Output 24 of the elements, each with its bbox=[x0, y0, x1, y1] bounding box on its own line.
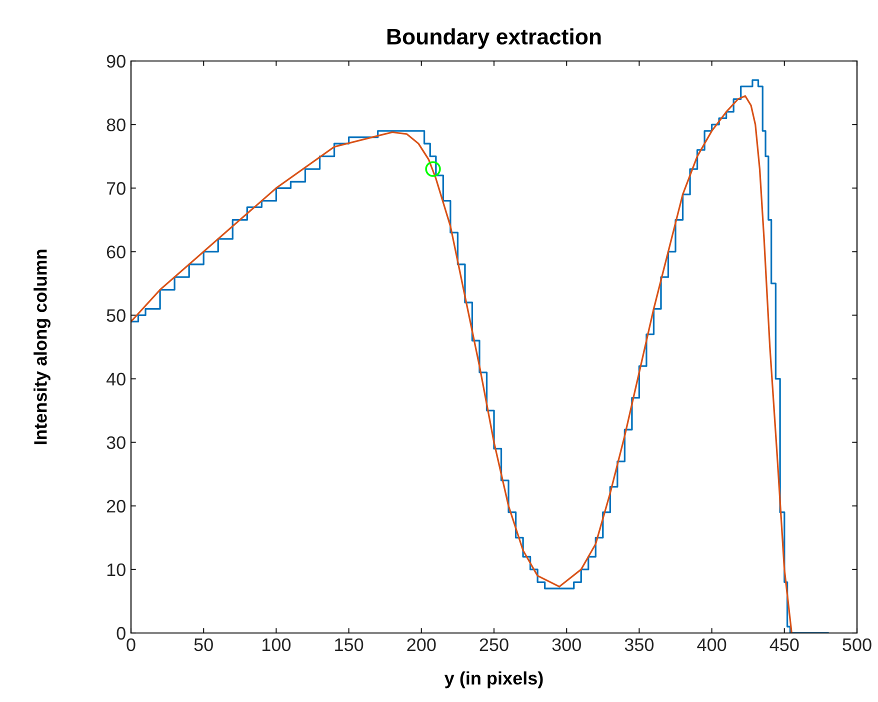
x-tick-label: 300 bbox=[552, 638, 581, 652]
y-tick-label: 40 bbox=[106, 372, 126, 386]
x-axis-title: y (in pixels) bbox=[444, 671, 543, 688]
y-tick-label: 70 bbox=[106, 182, 126, 195]
x-tick-label: 400 bbox=[697, 638, 726, 652]
x-tick-label: 200 bbox=[407, 638, 436, 652]
x-tick-label: 150 bbox=[335, 638, 364, 652]
y-tick-label: 30 bbox=[106, 436, 126, 450]
x-tick-label: 250 bbox=[480, 638, 508, 652]
x-tick-label: 350 bbox=[624, 638, 654, 652]
y-tick-label: 20 bbox=[106, 500, 126, 513]
y-tick-label: 0 bbox=[116, 626, 126, 640]
y-tick-label: 10 bbox=[107, 563, 126, 576]
chart-title: Boundary extraction bbox=[387, 28, 601, 49]
x-tick-label: 0 bbox=[126, 638, 136, 652]
x-tick-label: 450 bbox=[770, 638, 799, 652]
y-axis-title: Intensity along column bbox=[34, 250, 50, 444]
y-tick-label: 80 bbox=[106, 118, 126, 132]
y-tick-label: 60 bbox=[106, 246, 126, 258]
y-tick-label: 50 bbox=[106, 309, 126, 322]
x-tick-label: 50 bbox=[194, 638, 213, 652]
y-tick-label: 90 bbox=[106, 54, 126, 68]
x-tick-label: 100 bbox=[262, 638, 291, 652]
x-tick-label: 500 bbox=[842, 638, 872, 652]
